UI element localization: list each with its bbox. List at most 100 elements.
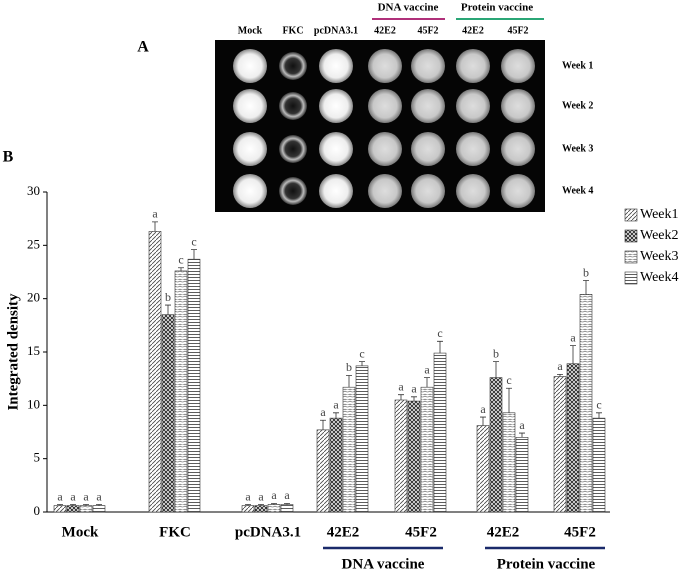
error-bar bbox=[271, 503, 277, 505]
bar bbox=[187, 258, 201, 513]
significance-letter: a bbox=[519, 418, 525, 432]
bar bbox=[254, 505, 268, 513]
bar bbox=[433, 352, 447, 513]
significance-letter: a bbox=[557, 359, 563, 373]
significance-letter: b bbox=[493, 346, 499, 360]
bar bbox=[407, 400, 421, 513]
blot-dot bbox=[368, 49, 402, 83]
legend-label: Week1 bbox=[640, 207, 679, 222]
significance-letter: c bbox=[437, 326, 442, 340]
legend-label: Week2 bbox=[640, 228, 679, 243]
blot-dot bbox=[368, 174, 402, 208]
blot-dot bbox=[501, 89, 535, 123]
error-bar bbox=[570, 345, 576, 364]
significance-letter: b bbox=[583, 265, 589, 279]
blot-dot bbox=[279, 92, 307, 120]
error-bar bbox=[411, 396, 417, 402]
bar bbox=[280, 504, 294, 513]
bar bbox=[592, 417, 606, 513]
blot-dot bbox=[501, 132, 535, 166]
significance-letter: a bbox=[83, 489, 89, 503]
significance-letter: a bbox=[398, 379, 404, 393]
row-label: Week 1 bbox=[562, 60, 593, 71]
bar bbox=[53, 505, 67, 513]
significance-letter: a bbox=[152, 207, 158, 221]
column-label: Mock bbox=[238, 25, 263, 36]
column-label: FKC bbox=[282, 25, 303, 36]
significance-letter: a bbox=[245, 489, 251, 503]
bar bbox=[553, 376, 567, 513]
blot-dot bbox=[368, 89, 402, 123]
significance-letter: a bbox=[333, 398, 339, 412]
x-tick-label: FKC bbox=[159, 524, 191, 540]
error-bar bbox=[70, 504, 76, 506]
bar bbox=[502, 412, 516, 513]
x-tick-label: 42E2 bbox=[487, 524, 520, 540]
error-bar bbox=[191, 249, 197, 260]
error-bar bbox=[284, 503, 290, 505]
legend-swatch bbox=[624, 229, 638, 243]
column-label: 45F2 bbox=[417, 25, 438, 36]
bar bbox=[329, 417, 343, 513]
significance-letter: a bbox=[480, 402, 486, 416]
significance-letter: a bbox=[57, 489, 63, 503]
bar bbox=[161, 314, 175, 513]
blot-dot bbox=[233, 49, 267, 83]
blot-dot bbox=[233, 89, 267, 123]
bar bbox=[174, 270, 188, 513]
legend-label: Week4 bbox=[640, 270, 679, 285]
bar bbox=[476, 425, 490, 513]
blot-dot bbox=[279, 177, 307, 205]
error-bar bbox=[57, 504, 63, 506]
group-label: Protein vaccine bbox=[461, 2, 533, 14]
bar bbox=[241, 505, 255, 513]
blot-dot bbox=[411, 49, 445, 83]
bar bbox=[342, 386, 356, 513]
error-bar bbox=[359, 361, 365, 366]
column-label: 42E2 bbox=[374, 25, 396, 36]
error-bar bbox=[583, 280, 589, 295]
dot-blot-panel: A DNA vaccine Protein vaccine Mock FKC pcD… bbox=[137, 2, 593, 212]
significance-letter: b bbox=[165, 290, 171, 304]
group-label: Protein vaccine bbox=[497, 556, 596, 572]
x-tick-label: Mock bbox=[62, 524, 99, 540]
significance-letter: b bbox=[346, 360, 352, 374]
legend-swatch bbox=[624, 271, 638, 285]
x-tick-label: pcDNA3.1 bbox=[235, 524, 301, 540]
error-bar bbox=[245, 504, 251, 506]
blot-dot bbox=[456, 174, 490, 208]
blot-dot bbox=[411, 89, 445, 123]
column-label: pcDNA3.1 bbox=[314, 25, 358, 36]
y-tick-label: 20 bbox=[27, 290, 40, 305]
bar bbox=[92, 505, 106, 513]
panel-label: A bbox=[137, 39, 149, 56]
legend-swatch bbox=[624, 250, 638, 264]
bar bbox=[316, 429, 330, 513]
row-label: Week 3 bbox=[562, 143, 593, 154]
blot-dot bbox=[368, 132, 402, 166]
error-bar bbox=[424, 377, 430, 388]
bar bbox=[355, 365, 369, 513]
significance-letter: a bbox=[411, 382, 417, 396]
blot-dot bbox=[456, 49, 490, 83]
error-bar bbox=[333, 412, 339, 419]
bar bbox=[515, 437, 529, 513]
row-label: Week 2 bbox=[562, 100, 593, 111]
bar bbox=[267, 504, 281, 513]
bar bbox=[420, 386, 434, 513]
error-bar bbox=[258, 504, 264, 506]
y-tick-label: 5 bbox=[34, 450, 41, 465]
significance-letter: a bbox=[271, 488, 277, 502]
significance-letter: c bbox=[359, 346, 364, 360]
error-bar bbox=[152, 221, 158, 232]
y-tick-label: 25 bbox=[27, 236, 40, 251]
y-tick-label: 10 bbox=[27, 396, 40, 411]
significance-letter: a bbox=[70, 489, 76, 503]
blot-dot bbox=[319, 49, 353, 83]
error-bar bbox=[493, 361, 499, 378]
error-bar bbox=[320, 419, 326, 430]
error-bar bbox=[96, 504, 102, 506]
significance-letter: c bbox=[191, 234, 196, 248]
error-bar bbox=[480, 416, 486, 426]
